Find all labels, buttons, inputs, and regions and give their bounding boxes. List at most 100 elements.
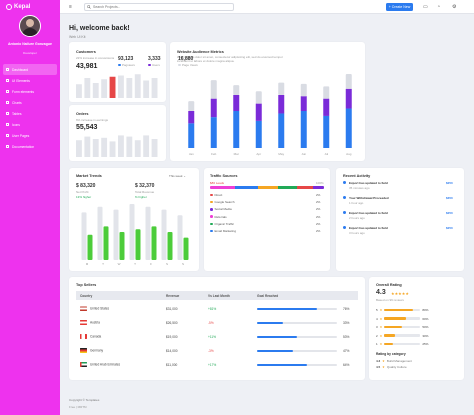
table-column-header[interactable]: Vs Last Month	[208, 293, 230, 298]
revenue-cell: $31,000	[166, 307, 178, 311]
audience-bar-segment	[278, 82, 285, 95]
orders-bar	[109, 141, 116, 157]
nav-item-icon	[6, 134, 9, 137]
goal-track	[257, 336, 337, 338]
sidebar-item-charts[interactable]: Charts	[3, 97, 57, 108]
sidebar-item-icons[interactable]: Icons	[3, 119, 57, 130]
table-row[interactable]: Germany $14,000 -3% 47%	[76, 347, 358, 355]
activity-time: 35 minutes ago	[349, 186, 370, 190]
orders-bar	[92, 139, 99, 157]
sidebar-item-label: Tables	[12, 111, 22, 116]
rating-star-number: 3	[376, 325, 378, 329]
traffic-source-row: Organic Traffic	[210, 222, 234, 226]
page-title: Hi, welcome back!	[69, 25, 130, 32]
orders-bar-chart	[76, 135, 158, 157]
sidebar-item-tables[interactable]: Tables	[3, 108, 57, 119]
rating-score: 4.3	[376, 289, 386, 296]
nav-item-icon	[6, 123, 9, 126]
traffic-source-row: Referrals	[210, 215, 227, 219]
traffic-segment	[278, 186, 297, 189]
country-name: Germany	[90, 348, 104, 353]
user-role: Developer	[23, 51, 37, 55]
notification-icon[interactable]: ◔	[437, 4, 441, 10]
audience-bar-segment	[300, 111, 307, 148]
table-column-header[interactable]: Country	[80, 293, 93, 298]
activity-title-text[interactable]: Your Withdrawal Proceeded	[349, 196, 389, 200]
change-cell: -5%	[208, 321, 214, 325]
table-row[interactable]: Austria $26,500 -5% 33%	[76, 319, 358, 327]
footer-copyright: Copyright © Templates	[69, 398, 100, 402]
rating-category-row: 4.5 ★ Quality Culture	[376, 365, 407, 369]
market-gray-bar	[113, 209, 119, 260]
audience-stat-value: 93,123	[118, 56, 134, 62]
market-gray-bar	[177, 215, 183, 260]
market-week-select[interactable]: This week ⌄	[169, 174, 186, 178]
table-header: Country Revenue Vs Last Month Goal Reached	[76, 291, 358, 300]
customers-title: Customers	[76, 50, 96, 54]
avatar[interactable]	[19, 15, 41, 37]
search-box[interactable]	[84, 3, 234, 11]
table-column-header[interactable]: Goal Reached	[257, 293, 279, 298]
audience-description: Lorem ipsum dolor sit amet, consectetur …	[177, 55, 283, 63]
sidebar-item-user-pages[interactable]: User Pages	[3, 130, 57, 141]
brand[interactable]: Kepal	[6, 4, 30, 10]
country-cell: Austria	[80, 320, 100, 325]
audience-bar-segment	[255, 103, 262, 121]
search-input[interactable]	[93, 5, 223, 9]
source-dot-icon	[210, 193, 213, 197]
orders-bar	[84, 136, 91, 157]
rating-category-title: Rating by category	[376, 352, 406, 356]
table-row[interactable]: United States $31,000 +81% 76%	[76, 305, 358, 313]
market-stat2-change: % higher	[135, 195, 147, 199]
audience-bar-segment	[300, 83, 307, 97]
customers-bar	[151, 78, 158, 98]
audience-bar-segment	[210, 117, 217, 148]
activity-title-text[interactable]: Export has updated to field	[349, 211, 388, 215]
sidebar-item-form-elements[interactable]: Form elements	[3, 86, 57, 97]
customers-bar	[134, 74, 141, 98]
create-new-button[interactable]: + Create New	[386, 3, 413, 11]
market-stat2-label: Total Revenue	[135, 190, 155, 194]
traffic-source-value: 2%	[316, 207, 321, 212]
nav-item-icon	[6, 79, 9, 82]
rating-row: 2 ★ 30%	[376, 334, 428, 338]
activity-title-text[interactable]: Export has updated to field	[349, 226, 388, 230]
table-row[interactable]: Canada $19,000 +11% 53%	[76, 333, 358, 341]
revenue-cell: $11,000	[166, 363, 178, 367]
market-day-label: W	[118, 262, 121, 266]
market-day-label: F	[150, 262, 152, 266]
star-icon: ★	[379, 308, 383, 312]
traffic-source-value: 2%	[316, 221, 321, 226]
table-column-header[interactable]: Revenue	[166, 293, 180, 298]
activity-dot-icon	[343, 181, 346, 184]
monitor-icon[interactable]: ▭	[423, 4, 428, 10]
star-icon: ★	[379, 325, 383, 329]
audience-bar-segment	[278, 113, 285, 148]
orders-bar	[151, 139, 158, 157]
goal-label: 53%	[343, 335, 350, 339]
topbar: ≡ + Create New ▭ ◔ ⚙	[60, 0, 474, 14]
activity-amount: $250	[446, 226, 453, 230]
settings-icon[interactable]: ⚙	[452, 4, 457, 10]
rating-track	[384, 334, 421, 337]
audience-bar-segment	[188, 111, 195, 124]
traffic-source-value: 2%	[316, 229, 321, 233]
sidebar-item-documentation[interactable]: Documentation	[3, 141, 57, 152]
market-day-label: M	[86, 262, 89, 266]
table-row[interactable]: United Arab Emirates $11,000 +17% 64%	[76, 361, 358, 369]
market-green-bar	[135, 229, 141, 260]
sidebar-item-ui-elements[interactable]: UI Elements	[3, 75, 57, 86]
country-cell: Canada	[80, 334, 101, 339]
audience-month-label: May	[278, 152, 284, 156]
traffic-source-label: Referrals	[214, 214, 227, 219]
traffic-source-label: Social Media	[214, 207, 232, 212]
goal-fill	[257, 364, 307, 366]
menu-icon[interactable]: ≡	[69, 4, 72, 10]
goal-fill	[257, 350, 293, 352]
rating-percent: 30%	[422, 333, 429, 338]
activity-title-text[interactable]: Export has updated to field	[349, 181, 388, 185]
customers-bar	[76, 84, 82, 98]
audience-bar-segment	[255, 91, 262, 104]
sidebar-item-dashboard[interactable]: Dashboard	[3, 64, 57, 75]
